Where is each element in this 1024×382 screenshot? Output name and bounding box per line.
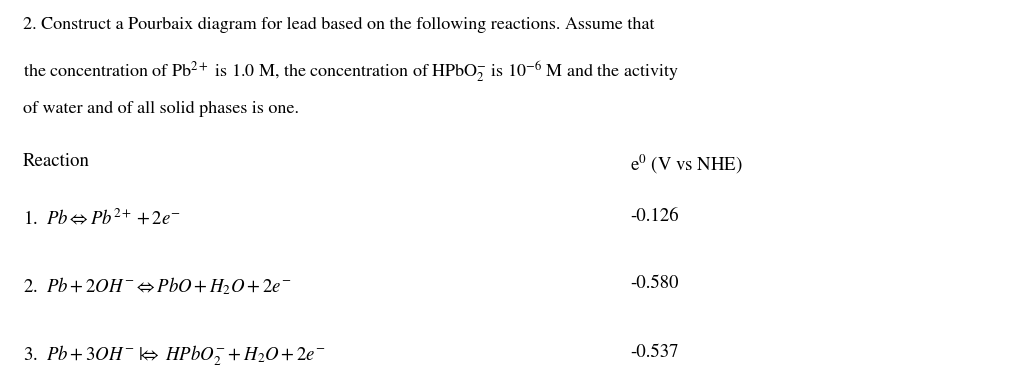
Text: of water and of all solid phases is one.: of water and of all solid phases is one. <box>23 101 299 117</box>
Text: the concentration of Pb$^{2+}$ is 1.0 M, the concentration of HPbO$_2^{-}$ is 10: the concentration of Pb$^{2+}$ is 1.0 M,… <box>23 59 679 84</box>
Text: -0.126: -0.126 <box>630 208 678 225</box>
Text: e$^0$ (V vs NHE): e$^0$ (V vs NHE) <box>630 153 742 176</box>
Text: 2. Construct a Pourbaix diagram for lead based on the following reactions. Assum: 2. Construct a Pourbaix diagram for lead… <box>23 17 654 33</box>
Text: 1.  $Pb \Leftrightarrow Pb^{2+}+2e^{-}$: 1. $Pb \Leftrightarrow Pb^{2+}+2e^{-}$ <box>23 208 180 228</box>
Text: 2.  $Pb+2OH^{-} \Leftrightarrow PbO+H_2O+2e^{-}$: 2. $Pb+2OH^{-} \Leftrightarrow PbO+H_2O+… <box>23 275 291 297</box>
Text: Reaction: Reaction <box>23 153 89 170</box>
Text: 3.  $Pb+3OH^{-}$ $|\!\!\Leftrightarrow$ $HPbO_2^{-}+H_2O+2e^{-}$: 3. $Pb+3OH^{-}$ $|\!\!\Leftrightarrow$ $… <box>23 344 325 368</box>
Text: -0.537: -0.537 <box>630 344 678 361</box>
Text: -0.580: -0.580 <box>630 275 678 292</box>
